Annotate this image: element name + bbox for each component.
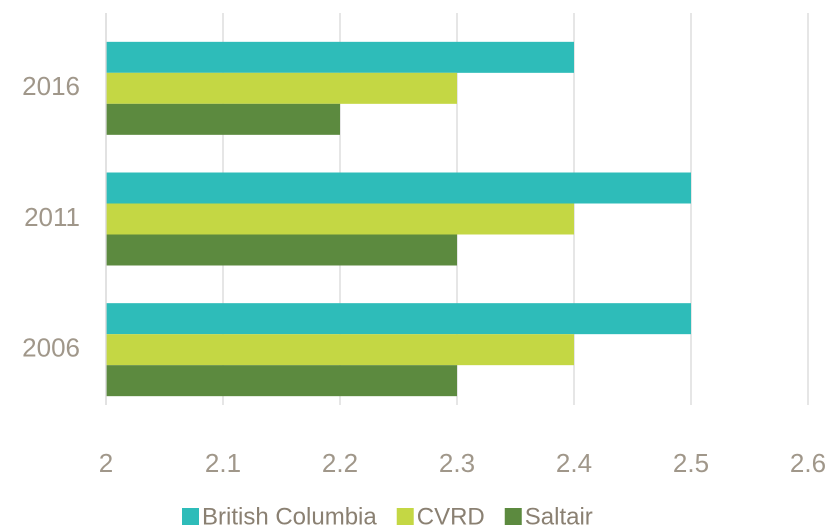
bar	[106, 41, 574, 73]
x-tick-label: 2.1	[205, 448, 241, 478]
legend-swatch	[396, 508, 414, 525]
bar	[106, 103, 340, 135]
x-tick-label: 2.6	[790, 448, 826, 478]
bar	[106, 234, 457, 266]
x-tick-label: 2.5	[673, 448, 709, 478]
bar	[106, 303, 691, 335]
bar	[106, 172, 691, 204]
bar	[106, 72, 457, 104]
y-tick-label: 2011	[24, 202, 80, 232]
x-tick-label: 2.3	[439, 448, 475, 478]
legend-label: CVRD	[417, 503, 485, 530]
x-tick-label: 2.4	[556, 448, 592, 478]
x-tick-label: 2	[99, 448, 113, 478]
legend-swatch	[504, 508, 522, 525]
x-tick-label: 2.2	[322, 448, 358, 478]
y-tick-label: 2006	[22, 333, 80, 363]
bar	[106, 365, 457, 397]
bar	[106, 334, 574, 366]
bar	[106, 203, 574, 235]
y-tick-label: 2016	[22, 71, 80, 101]
legend-label: Saltair	[525, 503, 593, 530]
legend-label: British Columbia	[202, 503, 377, 530]
legend-swatch	[182, 508, 199, 525]
